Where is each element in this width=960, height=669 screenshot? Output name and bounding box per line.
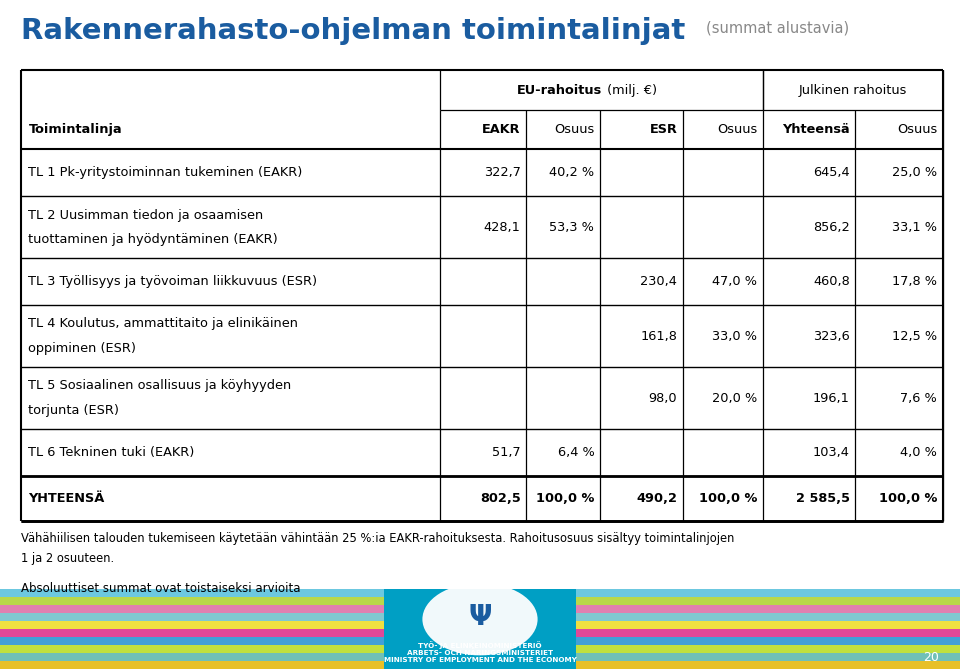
Text: TL 2 Uusimman tiedon ja osaamisen: TL 2 Uusimman tiedon ja osaamisen xyxy=(29,209,264,221)
Text: 51,7: 51,7 xyxy=(492,446,520,459)
Text: Yhteensä: Yhteensä xyxy=(782,123,850,136)
Text: 17,8 %: 17,8 % xyxy=(892,276,937,288)
Ellipse shape xyxy=(422,583,538,656)
Text: oppiminen (ESR): oppiminen (ESR) xyxy=(29,342,136,355)
Text: 230,4: 230,4 xyxy=(640,276,678,288)
Text: Rakennerahasto-ohjelman toimintalinjat: Rakennerahasto-ohjelman toimintalinjat xyxy=(21,17,685,45)
Text: Toimintalinja: Toimintalinja xyxy=(29,123,122,136)
Bar xyxy=(576,605,960,613)
Bar xyxy=(0,653,384,661)
Text: (milj. €): (milj. €) xyxy=(603,84,657,96)
Text: EU-rahoitus: EU-rahoitus xyxy=(516,84,602,96)
Bar xyxy=(0,645,384,653)
Text: 33,1 %: 33,1 % xyxy=(892,221,937,234)
Bar xyxy=(576,613,960,621)
Text: 490,2: 490,2 xyxy=(636,492,678,505)
Text: ESR: ESR xyxy=(649,123,678,136)
Text: 4,0 %: 4,0 % xyxy=(900,446,937,459)
Text: EAKR: EAKR xyxy=(482,123,520,136)
Bar xyxy=(576,637,960,645)
Bar xyxy=(576,597,960,605)
Text: TL 6 Tekninen tuki (EAKR): TL 6 Tekninen tuki (EAKR) xyxy=(29,446,195,459)
Text: 428,1: 428,1 xyxy=(484,221,520,234)
Text: 1 ja 2 osuuteen.: 1 ja 2 osuuteen. xyxy=(21,552,114,565)
Text: 98,0: 98,0 xyxy=(649,391,678,405)
Bar xyxy=(576,589,960,597)
Text: Osuus: Osuus xyxy=(897,123,937,136)
Text: Osuus: Osuus xyxy=(717,123,757,136)
Text: 20,0 %: 20,0 % xyxy=(712,391,757,405)
Text: 196,1: 196,1 xyxy=(813,391,850,405)
Text: 33,0 %: 33,0 % xyxy=(712,330,757,343)
Bar xyxy=(0,613,384,621)
Text: torjunta (ESR): torjunta (ESR) xyxy=(29,404,119,417)
Text: 7,6 %: 7,6 % xyxy=(900,391,937,405)
Bar xyxy=(576,653,960,661)
Text: 100,0 %: 100,0 % xyxy=(536,492,594,505)
Text: 47,0 %: 47,0 % xyxy=(712,276,757,288)
Text: YHTEENSÄ: YHTEENSÄ xyxy=(29,492,105,505)
Text: 460,8: 460,8 xyxy=(813,276,850,288)
Text: 322,7: 322,7 xyxy=(484,167,520,179)
Text: TL 3 Työllisyys ja työvoiman liikkuvuus (ESR): TL 3 Työllisyys ja työvoiman liikkuvuus … xyxy=(29,276,318,288)
Text: TL 4 Koulutus, ammattitaito ja elinikäinen: TL 4 Koulutus, ammattitaito ja elinikäin… xyxy=(29,317,299,330)
Text: tuottaminen ja hyödyntäminen (EAKR): tuottaminen ja hyödyntäminen (EAKR) xyxy=(29,233,278,246)
Text: TL 1 Pk-yritystoiminnan tukeminen (EAKR): TL 1 Pk-yritystoiminnan tukeminen (EAKR) xyxy=(29,167,302,179)
Text: Osuus: Osuus xyxy=(554,123,594,136)
Bar xyxy=(0,637,384,645)
Text: 645,4: 645,4 xyxy=(813,167,850,179)
Bar xyxy=(576,645,960,653)
Text: 40,2 %: 40,2 % xyxy=(549,167,594,179)
Bar xyxy=(0,661,384,669)
Bar xyxy=(0,589,384,597)
Bar xyxy=(576,629,960,637)
Text: 100,0 %: 100,0 % xyxy=(699,492,757,505)
Text: 802,5: 802,5 xyxy=(480,492,520,505)
Bar xyxy=(0,597,384,605)
Text: TYÖ- JA ELINKEINOMINISTERIÖ: TYÖ- JA ELINKEINOMINISTERIÖ xyxy=(419,641,541,649)
Text: TL 5 Sosiaalinen osallisuus ja köyhyyden: TL 5 Sosiaalinen osallisuus ja köyhyyden xyxy=(29,379,292,392)
Bar xyxy=(576,621,960,629)
Text: Julkinen rahoitus: Julkinen rahoitus xyxy=(799,84,907,96)
Text: Ψ: Ψ xyxy=(468,603,492,631)
Bar xyxy=(0,629,384,637)
Text: 100,0 %: 100,0 % xyxy=(878,492,937,505)
Text: 20: 20 xyxy=(923,651,939,664)
Text: 2 585,5: 2 585,5 xyxy=(796,492,850,505)
Text: Vähähiilisen talouden tukemiseen käytetään vähintään 25 %:ia EAKR-rahoituksesta.: Vähähiilisen talouden tukemiseen käytetä… xyxy=(21,532,734,545)
Text: ARBETS- OCH NÄRINGSMINISTERIET: ARBETS- OCH NÄRINGSMINISTERIET xyxy=(407,649,553,656)
Text: (summat alustavia): (summat alustavia) xyxy=(706,20,849,35)
Text: MINISTRY OF EMPLOYMENT AND THE ECONOMY: MINISTRY OF EMPLOYMENT AND THE ECONOMY xyxy=(384,657,576,663)
Text: 25,0 %: 25,0 % xyxy=(892,167,937,179)
Bar xyxy=(0,605,384,613)
Bar xyxy=(0,621,384,629)
Text: 6,4 %: 6,4 % xyxy=(558,446,594,459)
Text: 103,4: 103,4 xyxy=(813,446,850,459)
Text: 161,8: 161,8 xyxy=(640,330,678,343)
Text: 323,6: 323,6 xyxy=(813,330,850,343)
Text: 53,3 %: 53,3 % xyxy=(549,221,594,234)
Bar xyxy=(576,661,960,669)
Text: 856,2: 856,2 xyxy=(813,221,850,234)
Text: 12,5 %: 12,5 % xyxy=(892,330,937,343)
Text: Absoluuttiset summat ovat toistaiseksi arvioita: Absoluuttiset summat ovat toistaiseksi a… xyxy=(21,582,300,595)
